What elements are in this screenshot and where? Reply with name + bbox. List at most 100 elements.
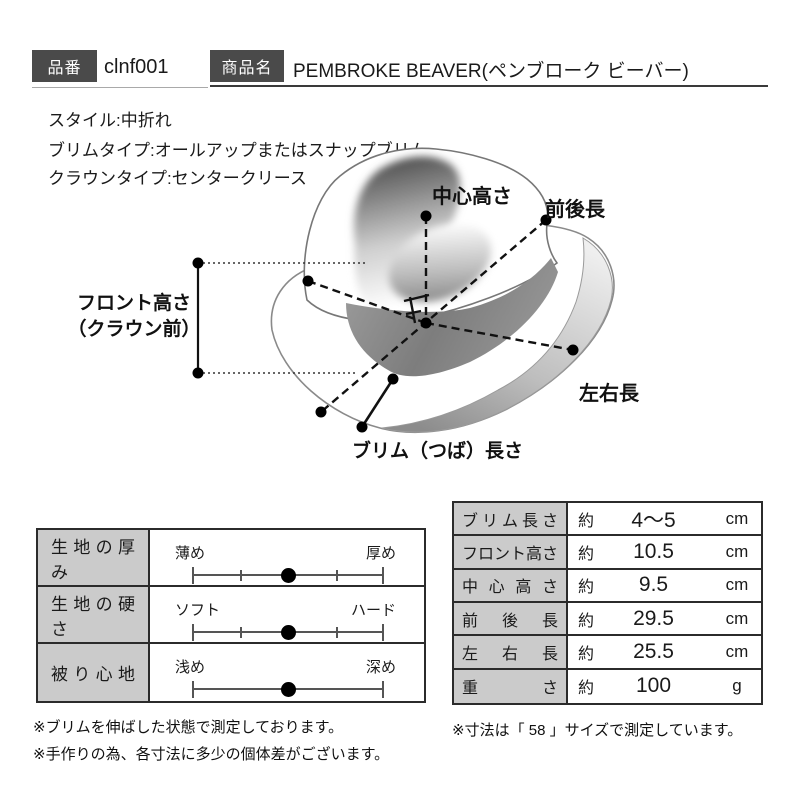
attribute-label-cell: 生地の硬さ bbox=[38, 587, 150, 642]
product-name-value: PEMBROKE BEAVER(ペンブローク ビーバー) bbox=[293, 61, 689, 82]
label-left-right-length: 左右長 bbox=[579, 383, 639, 405]
measurement-unit: cm bbox=[725, 641, 749, 661]
product-name-tag: 商品名 bbox=[210, 50, 284, 82]
measurement-label-cell: 中心高さ bbox=[454, 569, 568, 601]
slider-min-label: ソフト bbox=[175, 602, 221, 619]
stiffness-slider bbox=[192, 624, 384, 641]
measurement-unit: cm bbox=[725, 608, 749, 628]
slider-max-label: ハード bbox=[350, 602, 396, 619]
measurement-value-cell: 約 29.5 cm bbox=[568, 603, 761, 634]
approx-prefix: 約 bbox=[578, 645, 595, 663]
header-underline-right bbox=[210, 85, 768, 87]
slider-max-label: 厚め bbox=[365, 545, 396, 562]
measurement-label-cell: 前後長 bbox=[454, 602, 568, 635]
hat-band bbox=[346, 258, 558, 377]
footnote-brim-measure: ※ブリムを伸ばした状態で測定しております。 bbox=[33, 719, 344, 736]
slider-end-left bbox=[192, 567, 194, 584]
spec-brim-type: ブリムタイプ:オールアップまたはスナップブリム bbox=[48, 141, 427, 160]
measurement-label-cell: フロント高さ bbox=[454, 536, 568, 568]
measurement-label: 左右長 bbox=[462, 645, 558, 663]
measurement-value-cell: 約 25.5 cm bbox=[568, 636, 761, 667]
hat-pinch-dent bbox=[388, 223, 492, 303]
label-center-height: 中心高さ bbox=[432, 186, 512, 208]
slider-tick-75 bbox=[336, 627, 338, 638]
label-front-back-length: 前後長 bbox=[545, 199, 605, 221]
footnote-size-58: ※寸法は「 58 」サイズで測定しています。 bbox=[452, 722, 743, 739]
hat-brim-edge bbox=[381, 237, 613, 433]
measurement-value-cell: 約 4〜5 cm bbox=[568, 503, 761, 534]
thickness-slider bbox=[192, 567, 384, 584]
measurement-unit: g bbox=[732, 676, 742, 696]
measurement-label: 前後長 bbox=[462, 612, 558, 630]
measurement-row-front-back: 前後長 約 29.5 cm bbox=[454, 602, 761, 637]
measurement-row-weight: 重さ 約 100 g bbox=[454, 669, 761, 703]
slider-value-dot bbox=[281, 625, 296, 640]
brim-length-line bbox=[360, 378, 395, 428]
measurement-label-cell: 重さ bbox=[454, 669, 568, 703]
measurement-value: 4〜5 bbox=[631, 508, 676, 532]
measurement-value-cell: 約 100 g bbox=[568, 670, 761, 703]
attribute-label-cell: 生地の厚み bbox=[38, 530, 150, 585]
product-code-value: clnf001 bbox=[104, 56, 169, 78]
attribute-row-fit: 被り心地 浅め 深め bbox=[38, 644, 424, 701]
attribute-row-stiffness: 生地の硬さ ソフト ハード bbox=[38, 587, 424, 644]
measurement-dots bbox=[192, 210, 579, 433]
attribute-label: 生地の硬さ bbox=[51, 594, 135, 639]
measurement-label-cell: 左右長 bbox=[454, 636, 568, 668]
attribute-slider-cell: 浅め 深め bbox=[150, 644, 424, 701]
spec-crown-type: クラウンタイプ:センタークリース bbox=[48, 169, 307, 188]
slider-tick-25 bbox=[240, 570, 242, 581]
measurement-value-cell: 約 9.5 cm bbox=[568, 570, 761, 601]
slider-max-label: 深め bbox=[365, 659, 396, 676]
label-brim-length: ブリム（つば）長さ bbox=[352, 441, 524, 462]
attribute-slider-cell: 薄め 厚め bbox=[150, 530, 424, 585]
footnote-handmade: ※手作りの為、各寸法に多少の個体差がございます。 bbox=[33, 746, 390, 763]
fit-depth-slider bbox=[192, 681, 384, 698]
slider-end-left bbox=[192, 624, 194, 641]
slider-end-right bbox=[382, 681, 384, 698]
measurement-row-center-height: 中心高さ 約 9.5 cm bbox=[454, 569, 761, 603]
spec-style: スタイル:中折れ bbox=[48, 111, 172, 130]
slider-tick-75 bbox=[336, 570, 338, 581]
measurement-value: 9.5 bbox=[638, 573, 669, 597]
slider-tick-25 bbox=[240, 627, 242, 638]
measurement-label: 中心高さ bbox=[462, 579, 558, 597]
measurement-row-front-height: フロント高さ 約 10.5 cm bbox=[454, 536, 761, 570]
slider-min-label: 薄め bbox=[175, 545, 206, 562]
slider-value-dot bbox=[281, 682, 296, 697]
front-back-line bbox=[320, 219, 547, 413]
measurement-value-cell: 約 10.5 cm bbox=[568, 536, 761, 567]
measurement-label: ブリム長さ bbox=[462, 512, 558, 530]
measurement-value: 25.5 bbox=[633, 639, 674, 663]
attribute-label: 被り心地 bbox=[51, 665, 135, 684]
attribute-slider-cell: ソフト ハード bbox=[150, 587, 424, 642]
approx-prefix: 約 bbox=[578, 545, 595, 563]
approx-prefix: 約 bbox=[578, 512, 595, 530]
measurement-row-left-right: 左右長 約 25.5 cm bbox=[454, 636, 761, 670]
hat-crease-shading bbox=[353, 156, 461, 313]
label-front-height: フロント高さ （クラウン前） bbox=[64, 291, 204, 343]
approx-prefix: 約 bbox=[578, 680, 595, 698]
attribute-table: 生地の厚み 薄め 厚め 生地の硬さ ソフト ハ bbox=[36, 528, 426, 703]
measurement-value: 29.5 bbox=[633, 606, 674, 630]
measurement-row-brim: ブリム長さ 約 4〜5 cm bbox=[454, 503, 761, 537]
right-angle-mark bbox=[403, 293, 430, 324]
measurement-value: 100 bbox=[635, 674, 672, 698]
measurement-unit: cm bbox=[725, 575, 749, 595]
slider-end-right bbox=[382, 624, 384, 641]
approx-prefix: 約 bbox=[578, 612, 595, 630]
slider-value-dot bbox=[281, 568, 296, 583]
measurement-label-cell: ブリム長さ bbox=[454, 503, 568, 535]
measurement-unit: cm bbox=[725, 541, 749, 561]
approx-prefix: 約 bbox=[578, 579, 595, 597]
label-front-height-line1: フロント高さ bbox=[76, 293, 191, 314]
measurement-label: フロント高さ bbox=[462, 545, 559, 563]
measurement-unit: cm bbox=[725, 508, 749, 528]
attribute-row-thickness: 生地の厚み 薄め 厚め bbox=[38, 530, 424, 587]
left-right-line-b bbox=[425, 321, 574, 352]
measurement-value: 10.5 bbox=[633, 539, 674, 563]
measurement-label: 重さ bbox=[462, 680, 558, 698]
attribute-label: 生地の厚み bbox=[51, 537, 135, 582]
